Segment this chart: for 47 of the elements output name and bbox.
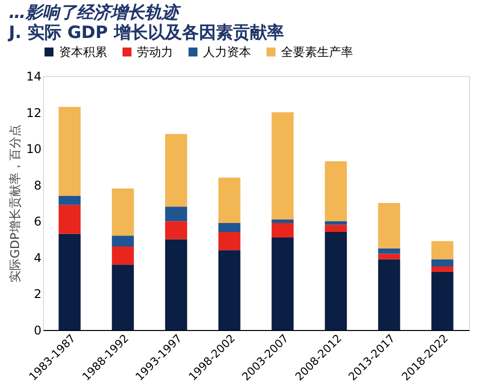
legend-label: 全要素生产率	[281, 45, 353, 59]
bar	[378, 248, 400, 254]
bar	[324, 161, 347, 222]
bar	[58, 196, 81, 205]
bar	[272, 219, 294, 223]
y-tick-label: 10	[26, 142, 42, 156]
bar	[165, 134, 188, 207]
bar	[378, 254, 400, 260]
y-tick-label: 6	[34, 214, 42, 229]
bar	[272, 222, 294, 238]
bar	[58, 234, 81, 330]
bar	[324, 224, 347, 232]
y-tick-label: 4	[34, 250, 42, 265]
y-tick-label: 8	[34, 178, 42, 192]
bar	[218, 250, 240, 330]
legend-label: 劳动力	[137, 45, 173, 59]
bar	[112, 236, 134, 247]
bar	[218, 232, 240, 250]
legend-label: 人力资本	[203, 45, 251, 59]
bar	[165, 221, 188, 240]
y-axis-title: 实际GDP增长贡献率，百分点	[8, 124, 22, 282]
bar	[431, 259, 454, 266]
y-tick-label: 14	[26, 70, 42, 84]
bar	[378, 259, 400, 330]
y-tick-label: 0	[34, 324, 42, 338]
chart-title: …影响了经济增长轨迹	[8, 3, 182, 23]
legend-label: 资本积累	[59, 45, 107, 59]
bar	[165, 239, 188, 330]
chart-subtitle: J. 实际 GDP 增长以及各因素贡献率	[8, 23, 284, 43]
bar	[272, 237, 294, 330]
bar	[324, 221, 347, 225]
y-tick-label: 12	[26, 106, 42, 120]
bar	[165, 206, 188, 222]
bar	[431, 272, 454, 330]
bar	[324, 232, 347, 330]
bar	[272, 112, 294, 220]
bar	[112, 264, 134, 330]
bar	[431, 266, 454, 272]
bar	[218, 222, 240, 232]
bar	[218, 178, 240, 223]
bar	[112, 246, 134, 265]
bar	[58, 106, 81, 196]
y-tick-label: 2	[34, 287, 42, 302]
bar	[112, 188, 134, 236]
bar	[58, 204, 81, 234]
bar	[431, 241, 454, 260]
bar	[378, 203, 400, 248]
